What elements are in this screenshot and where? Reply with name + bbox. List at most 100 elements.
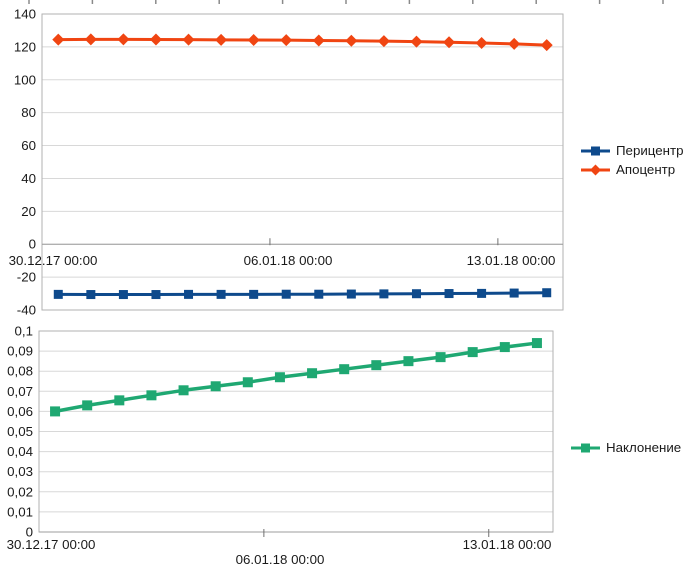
data-point-marker xyxy=(467,347,478,358)
data-point-marker xyxy=(178,385,189,396)
x-tick-label: 30.12.17 00:00 xyxy=(9,253,98,268)
data-point-marker xyxy=(377,35,390,48)
data-point-marker xyxy=(151,290,161,300)
data-point-marker xyxy=(443,36,456,49)
inclination-chart-legend: Наклонение xyxy=(570,440,681,455)
inclination-series-icon xyxy=(571,443,600,452)
x-tick-label: 06.01.18 00:00 xyxy=(236,552,325,567)
data-point-marker xyxy=(210,381,221,392)
y-tick-label: 0,09 xyxy=(7,344,33,359)
y-tick-label: 0,04 xyxy=(7,444,33,459)
apocenter-series[interactable] xyxy=(52,33,553,52)
y-tick-label: 0 xyxy=(29,237,36,252)
data-point-marker xyxy=(242,377,253,388)
data-point-marker xyxy=(82,400,93,411)
data-point-marker xyxy=(50,406,61,417)
data-point-marker xyxy=(312,34,325,47)
data-point-marker xyxy=(444,289,454,299)
y-tick-label: 60 xyxy=(21,138,36,153)
data-point-marker xyxy=(542,288,552,298)
gridlines xyxy=(39,330,553,533)
data-point-marker xyxy=(280,34,293,47)
data-point-marker xyxy=(475,36,488,49)
apocenter-series-icon xyxy=(581,164,610,175)
data-point-marker xyxy=(371,360,382,371)
data-point-marker xyxy=(184,289,194,299)
data-point-marker xyxy=(540,39,553,52)
data-point-marker xyxy=(411,289,421,299)
x-tick-label: 13.01.18 00:00 xyxy=(467,253,556,268)
y-tick-label: 0,05 xyxy=(7,424,33,439)
pericenter-line xyxy=(56,291,549,297)
data-point-marker xyxy=(182,33,195,46)
y-tick-label: 80 xyxy=(21,105,36,120)
data-point-marker xyxy=(114,395,125,406)
data-point-marker xyxy=(509,288,519,298)
inclination-chart: 0,10,090,080,070,060,050,040,030,020,010… xyxy=(7,324,554,567)
data-point-marker xyxy=(86,290,96,300)
legend-label-pericenter: Перицентр xyxy=(616,143,684,158)
data-point-marker xyxy=(118,290,128,300)
data-point-marker xyxy=(215,33,228,46)
y-tick-label: 0,06 xyxy=(7,404,33,419)
data-point-marker xyxy=(314,289,324,299)
data-point-marker xyxy=(435,352,446,363)
pericenter-series[interactable] xyxy=(53,288,552,300)
y-tick-label: -40 xyxy=(17,303,36,318)
data-point-marker xyxy=(247,33,260,46)
data-point-marker xyxy=(53,289,63,299)
data-point-marker xyxy=(146,390,157,401)
data-point-marker xyxy=(216,289,226,299)
y-axis-labels: 0,1 0,09 0,08 0,07 0,06 0,05 0,04 0,03 0,02 0,01 0 xyxy=(7,324,33,540)
y-axis-labels: 140 120 100 80 60 40 20 0 -20 -40 xyxy=(14,7,36,318)
inclination-series[interactable] xyxy=(50,338,542,417)
data-point-marker xyxy=(274,372,285,383)
data-point-marker xyxy=(403,356,414,367)
data-point-marker xyxy=(379,289,389,299)
data-point-marker xyxy=(249,289,259,299)
data-point-marker xyxy=(149,33,162,46)
inclination-line xyxy=(53,341,539,414)
y-tick-label: 0,1 xyxy=(15,324,34,339)
x-tick-label: 30.12.17 00:00 xyxy=(7,537,96,552)
legend-item-pericenter[interactable]: Перицентр xyxy=(580,143,683,158)
data-point-marker xyxy=(52,33,65,46)
y-tick-label: 120 xyxy=(14,39,36,54)
data-point-marker xyxy=(531,338,542,349)
apocenter-line xyxy=(56,37,549,47)
y-tick-label: -20 xyxy=(17,270,36,285)
data-point-marker xyxy=(410,35,423,48)
data-point-marker xyxy=(346,289,356,299)
plot-area-border xyxy=(41,13,564,311)
data-point-marker xyxy=(84,33,97,46)
pericenter-series-icon xyxy=(581,146,610,155)
legend-label-inclination: Наклонение xyxy=(606,440,682,455)
orbit-chart-legend: Перицентр Апоцентр xyxy=(580,143,683,177)
legend-item-apocenter[interactable]: Апоцентр xyxy=(580,162,683,177)
y-tick-label: 0,08 xyxy=(7,364,33,379)
data-point-marker xyxy=(281,289,291,299)
y-tick-label: 0,01 xyxy=(7,504,33,519)
y-tick-label: 0 xyxy=(26,525,33,540)
data-point-marker xyxy=(499,342,510,353)
y-tick-label: 0,07 xyxy=(7,384,33,399)
y-tick-label: 40 xyxy=(21,171,36,186)
data-point-marker xyxy=(117,33,130,46)
legend-label-apocenter: Апоцентр xyxy=(616,162,676,177)
x-tick-label: 06.01.18 00:00 xyxy=(244,253,333,268)
data-point-marker xyxy=(307,368,318,379)
x-axis-labels: 30.12.17 00:00 06.01.18 00:00 13.01.18 00:… xyxy=(9,253,556,268)
y-tick-label: 20 xyxy=(21,204,36,219)
x-axis-labels: 30.12.17 00:00 06.01.18 00:00 13.01.18 00:… xyxy=(7,537,552,567)
data-point-marker xyxy=(339,364,350,375)
y-tick-label: 140 xyxy=(14,7,36,22)
y-tick-label: 0,03 xyxy=(7,464,33,479)
y-tick-label: 0,02 xyxy=(7,484,33,499)
y-tick-label: 100 xyxy=(14,72,36,87)
orbit-chart: 140 120 100 80 60 40 20 0 -20 -40 30.12.17 00:00 06… xyxy=(9,7,564,318)
legend-item-inclination[interactable]: Наклонение xyxy=(570,440,681,455)
data-point-marker xyxy=(345,34,358,47)
data-point-marker xyxy=(508,37,521,50)
